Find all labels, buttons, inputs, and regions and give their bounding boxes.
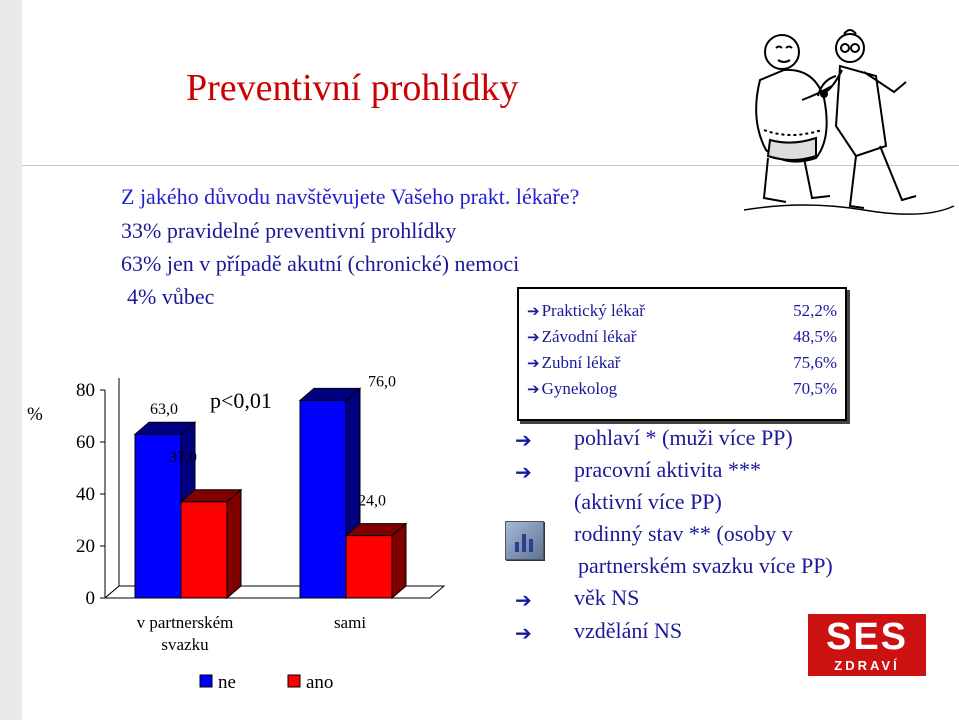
bar bbox=[134, 433, 182, 599]
bar-chart: 0 20 40 60 80 63,0 37,0 76,0 24,0 p<0,01 v partner… bbox=[76, 373, 446, 693]
right-arrow-icon: ➔ bbox=[515, 588, 532, 612]
box-row-label: Praktický lékař bbox=[541, 301, 645, 320]
answer-line: 4% vůbec bbox=[127, 284, 215, 309]
right-arrow-icon: ➔ bbox=[527, 328, 540, 346]
y-axis-label: % bbox=[27, 404, 43, 425]
right-arrow-icon: ➔ bbox=[515, 460, 532, 484]
legend-swatch bbox=[287, 674, 301, 688]
doctor-type-box: ➔ Praktický lékař 52,2% ➔ Závodní lékař 48… bbox=[517, 287, 847, 421]
y-tick-label: 40 bbox=[76, 484, 95, 505]
factor-line: pohlaví * (muži více PP) bbox=[574, 425, 793, 450]
right-arrow-icon: ➔ bbox=[515, 621, 532, 645]
box-row-value: 52,2% bbox=[793, 301, 837, 320]
box-row: ➔ Gynekolog bbox=[527, 379, 617, 399]
box-row: ➔ Praktický lékař bbox=[527, 301, 645, 321]
category-label: svazku bbox=[161, 635, 209, 654]
legend-label: ne bbox=[218, 672, 236, 693]
right-arrow-icon: ➔ bbox=[515, 428, 532, 452]
factor-line: vzdělání NS bbox=[574, 618, 683, 643]
category-label: sami bbox=[334, 613, 366, 632]
divider-line bbox=[22, 165, 959, 166]
right-arrow-icon: ➔ bbox=[527, 302, 540, 320]
box-row: ➔ Závodní lékař bbox=[527, 327, 636, 347]
box-row-value: 70,5% bbox=[793, 379, 837, 398]
answer-line: 63% jen v případě akutní (chronické) nem… bbox=[121, 251, 520, 276]
factor-line: pracovní aktivita *** bbox=[574, 457, 761, 482]
category-label: v partnerském bbox=[137, 613, 234, 632]
box-row-label: Gynekolog bbox=[541, 379, 618, 398]
bar bbox=[299, 399, 347, 599]
answer-line: 33% pravidelné preventivní prohlídky bbox=[121, 218, 457, 243]
factor-line: věk NS bbox=[574, 585, 640, 610]
legend-label: ano bbox=[306, 672, 333, 693]
significance-annotation: p<0,01 bbox=[210, 388, 272, 413]
y-tick-label: 20 bbox=[76, 536, 95, 557]
data-label: 76,0 bbox=[368, 373, 396, 390]
y-tick-label: 0 bbox=[86, 588, 96, 609]
logo-sub-text: ZDRAVÍ bbox=[834, 658, 900, 673]
bar bbox=[345, 535, 393, 599]
right-arrow-icon: ➔ bbox=[527, 354, 540, 372]
box-row-value: 48,5% bbox=[793, 327, 837, 346]
data-label: 24,0 bbox=[358, 493, 386, 510]
factor-line: rodinný stav ** (osoby v bbox=[574, 521, 793, 546]
y-tick-label: 80 bbox=[76, 380, 95, 401]
bar-side bbox=[226, 488, 242, 600]
box-row-label: Závodní lékař bbox=[541, 327, 637, 346]
bar bbox=[180, 501, 228, 599]
box-row: ➔ Zubní lékař bbox=[527, 353, 620, 373]
logo-main-text: SES bbox=[825, 616, 909, 658]
bar-side bbox=[391, 522, 407, 600]
survey-question: Z jakého důvodu navštěvujete Vašeho prak… bbox=[121, 184, 580, 209]
doctor-cartoon bbox=[743, 29, 955, 215]
data-label: 63,0 bbox=[150, 401, 178, 418]
ses-zdravi-logo: SES ZDRAVÍ bbox=[808, 614, 926, 676]
box-row-label: Zubní lékař bbox=[541, 353, 621, 372]
bar-chart-icon[interactable] bbox=[505, 521, 544, 560]
legend-swatch bbox=[199, 674, 213, 688]
factor-line: partnerském svazku více PP) bbox=[578, 553, 833, 578]
chart-back-wall bbox=[104, 378, 120, 599]
left-decorative-strip bbox=[0, 0, 22, 720]
slide-title: Preventivní prohlídky bbox=[186, 67, 519, 109]
factor-line: (aktivní více PP) bbox=[574, 489, 722, 514]
box-row-value: 75,6% bbox=[793, 353, 837, 372]
y-tick-label: 60 bbox=[76, 432, 95, 453]
right-arrow-icon: ➔ bbox=[527, 380, 540, 398]
data-label: 37,0 bbox=[169, 449, 197, 466]
